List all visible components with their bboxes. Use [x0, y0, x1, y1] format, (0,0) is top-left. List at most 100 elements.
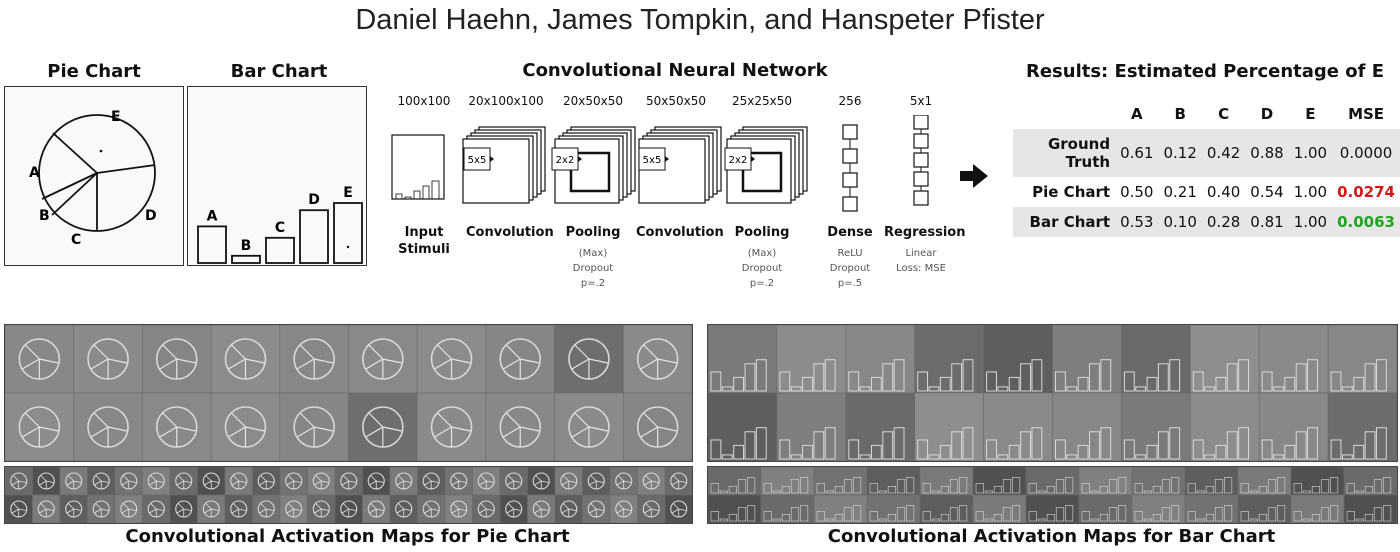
bar-stimulus-label: B	[241, 238, 252, 254]
activation-tile	[73, 392, 143, 462]
activation-tile	[169, 494, 198, 524]
activation-tile	[389, 466, 418, 496]
activation-tile	[4, 392, 74, 462]
results-cell: 1.00	[1293, 183, 1328, 201]
activation-tile	[279, 494, 308, 524]
activation-tile	[252, 494, 281, 524]
activation-tile	[707, 466, 762, 496]
pie-activation-grid-small	[4, 466, 693, 524]
activation-tile	[416, 392, 487, 462]
layer-label: Regression	[884, 225, 966, 240]
activation-tile	[32, 494, 61, 524]
layer-label: Pooling	[734, 225, 790, 240]
layer-label: Dense	[827, 225, 873, 240]
convolution-layer-icon: 5x5	[638, 126, 722, 204]
activation-tile	[4, 324, 74, 394]
pie-label: A	[29, 165, 40, 181]
bar-stimulus-bar	[265, 236, 295, 264]
activation-tile	[776, 324, 847, 394]
results-cell: 1.00	[1288, 129, 1333, 177]
results-cell: 0.81	[1245, 207, 1289, 237]
activation-tile	[527, 466, 556, 496]
activation-tile	[417, 466, 446, 496]
activation-tile	[845, 324, 916, 394]
activation-tile	[1343, 466, 1398, 496]
layer-dimension: 5x1	[909, 94, 933, 108]
results-cell: 0.21	[1163, 183, 1197, 201]
results-cell: 0.50	[1120, 183, 1154, 201]
results-column-header: D	[1260, 105, 1274, 123]
activation-tile	[32, 466, 61, 496]
activation-tile	[609, 494, 638, 524]
activation-tile	[59, 494, 88, 524]
activation-tile	[637, 466, 666, 496]
activation-tile	[114, 494, 143, 524]
regression-layer-icon	[913, 115, 929, 206]
results-title: Results: Estimated Percentage of E	[1025, 61, 1385, 82]
bar-chart-title: Bar Chart	[230, 61, 328, 82]
activation-tile	[1290, 494, 1345, 524]
results-row-label: Pie Chart	[1032, 183, 1111, 201]
activation-tile	[417, 494, 446, 524]
activation-tile	[1327, 324, 1398, 394]
activation-tile	[914, 392, 984, 462]
activation-tile	[1078, 466, 1133, 496]
activation-tile	[197, 466, 226, 496]
bar-chart-stimulus: A B C D E	[187, 86, 367, 266]
activation-tile	[1237, 466, 1292, 496]
pie-chart-drawing: E A B C D	[29, 109, 157, 248]
results-row-label: Ground Truth	[1013, 129, 1116, 177]
activation-tile	[362, 494, 391, 524]
activation-tile	[485, 324, 555, 394]
activation-tile	[866, 494, 921, 524]
activation-tile	[334, 466, 363, 496]
bar-activation-caption: Convolutional Activation Maps for Bar Ch…	[827, 526, 1276, 547]
svg-text:5x5: 5x5	[468, 155, 487, 166]
results-cell: 0.28	[1201, 207, 1246, 237]
cnn-diagram: 5x5 2x2 5x5 2x2	[391, 115, 929, 212]
activation-tile	[554, 324, 624, 394]
pie-activation-caption: Convolutional Activation Maps for Pie Ch…	[125, 526, 570, 547]
activation-tile	[776, 392, 847, 462]
activation-tile	[919, 494, 974, 524]
results-column-header: C	[1218, 105, 1230, 123]
activation-tile	[444, 494, 473, 524]
activation-tile	[485, 392, 555, 462]
pooling-layer-icon: 2x2	[724, 126, 808, 204]
layer-dimension: 256	[838, 94, 862, 108]
layer-dimension: 20x100x100	[468, 94, 544, 108]
activation-tile	[1121, 324, 1191, 394]
activation-tile	[760, 494, 815, 524]
activation-tile	[707, 324, 778, 394]
activation-tile	[582, 494, 611, 524]
activation-tile	[389, 494, 418, 524]
pie-wedge-line	[52, 132, 98, 174]
activation-tile	[760, 466, 815, 496]
bar-activation-maps-small	[707, 466, 1398, 524]
activation-tile	[1052, 324, 1122, 394]
layer-dimension: 25x25x50	[731, 94, 792, 108]
activation-tile	[1184, 494, 1239, 524]
activation-tile	[4, 466, 33, 496]
activation-tile	[252, 466, 281, 496]
bar-activation-maps-large	[707, 324, 1398, 462]
activation-tile	[845, 392, 916, 462]
activation-tile	[637, 494, 666, 524]
activation-tile	[622, 392, 693, 462]
activation-tile	[334, 494, 363, 524]
activation-tile	[472, 466, 501, 496]
pie-wedge-line	[41, 172, 98, 200]
activation-tile	[499, 494, 528, 524]
bar-stimulus-label: E	[343, 185, 353, 201]
activation-tile	[622, 324, 693, 394]
layer-label: Pooling	[565, 225, 621, 240]
layer-params: Linear Loss: MSE	[896, 248, 946, 274]
results-cell: 0.10	[1158, 207, 1202, 237]
layer-label: Convolution	[466, 225, 554, 240]
activation-tile	[1052, 392, 1122, 462]
results-cell: 0.12	[1158, 129, 1202, 177]
activation-tile	[444, 466, 473, 496]
bar-stimulus-bar	[197, 225, 227, 264]
results-table: A B C D E MSE Ground Truth 0.61 0.12 0.42 0.88 1.0…	[1013, 99, 1400, 237]
svg-text:5x5: 5x5	[643, 155, 662, 166]
